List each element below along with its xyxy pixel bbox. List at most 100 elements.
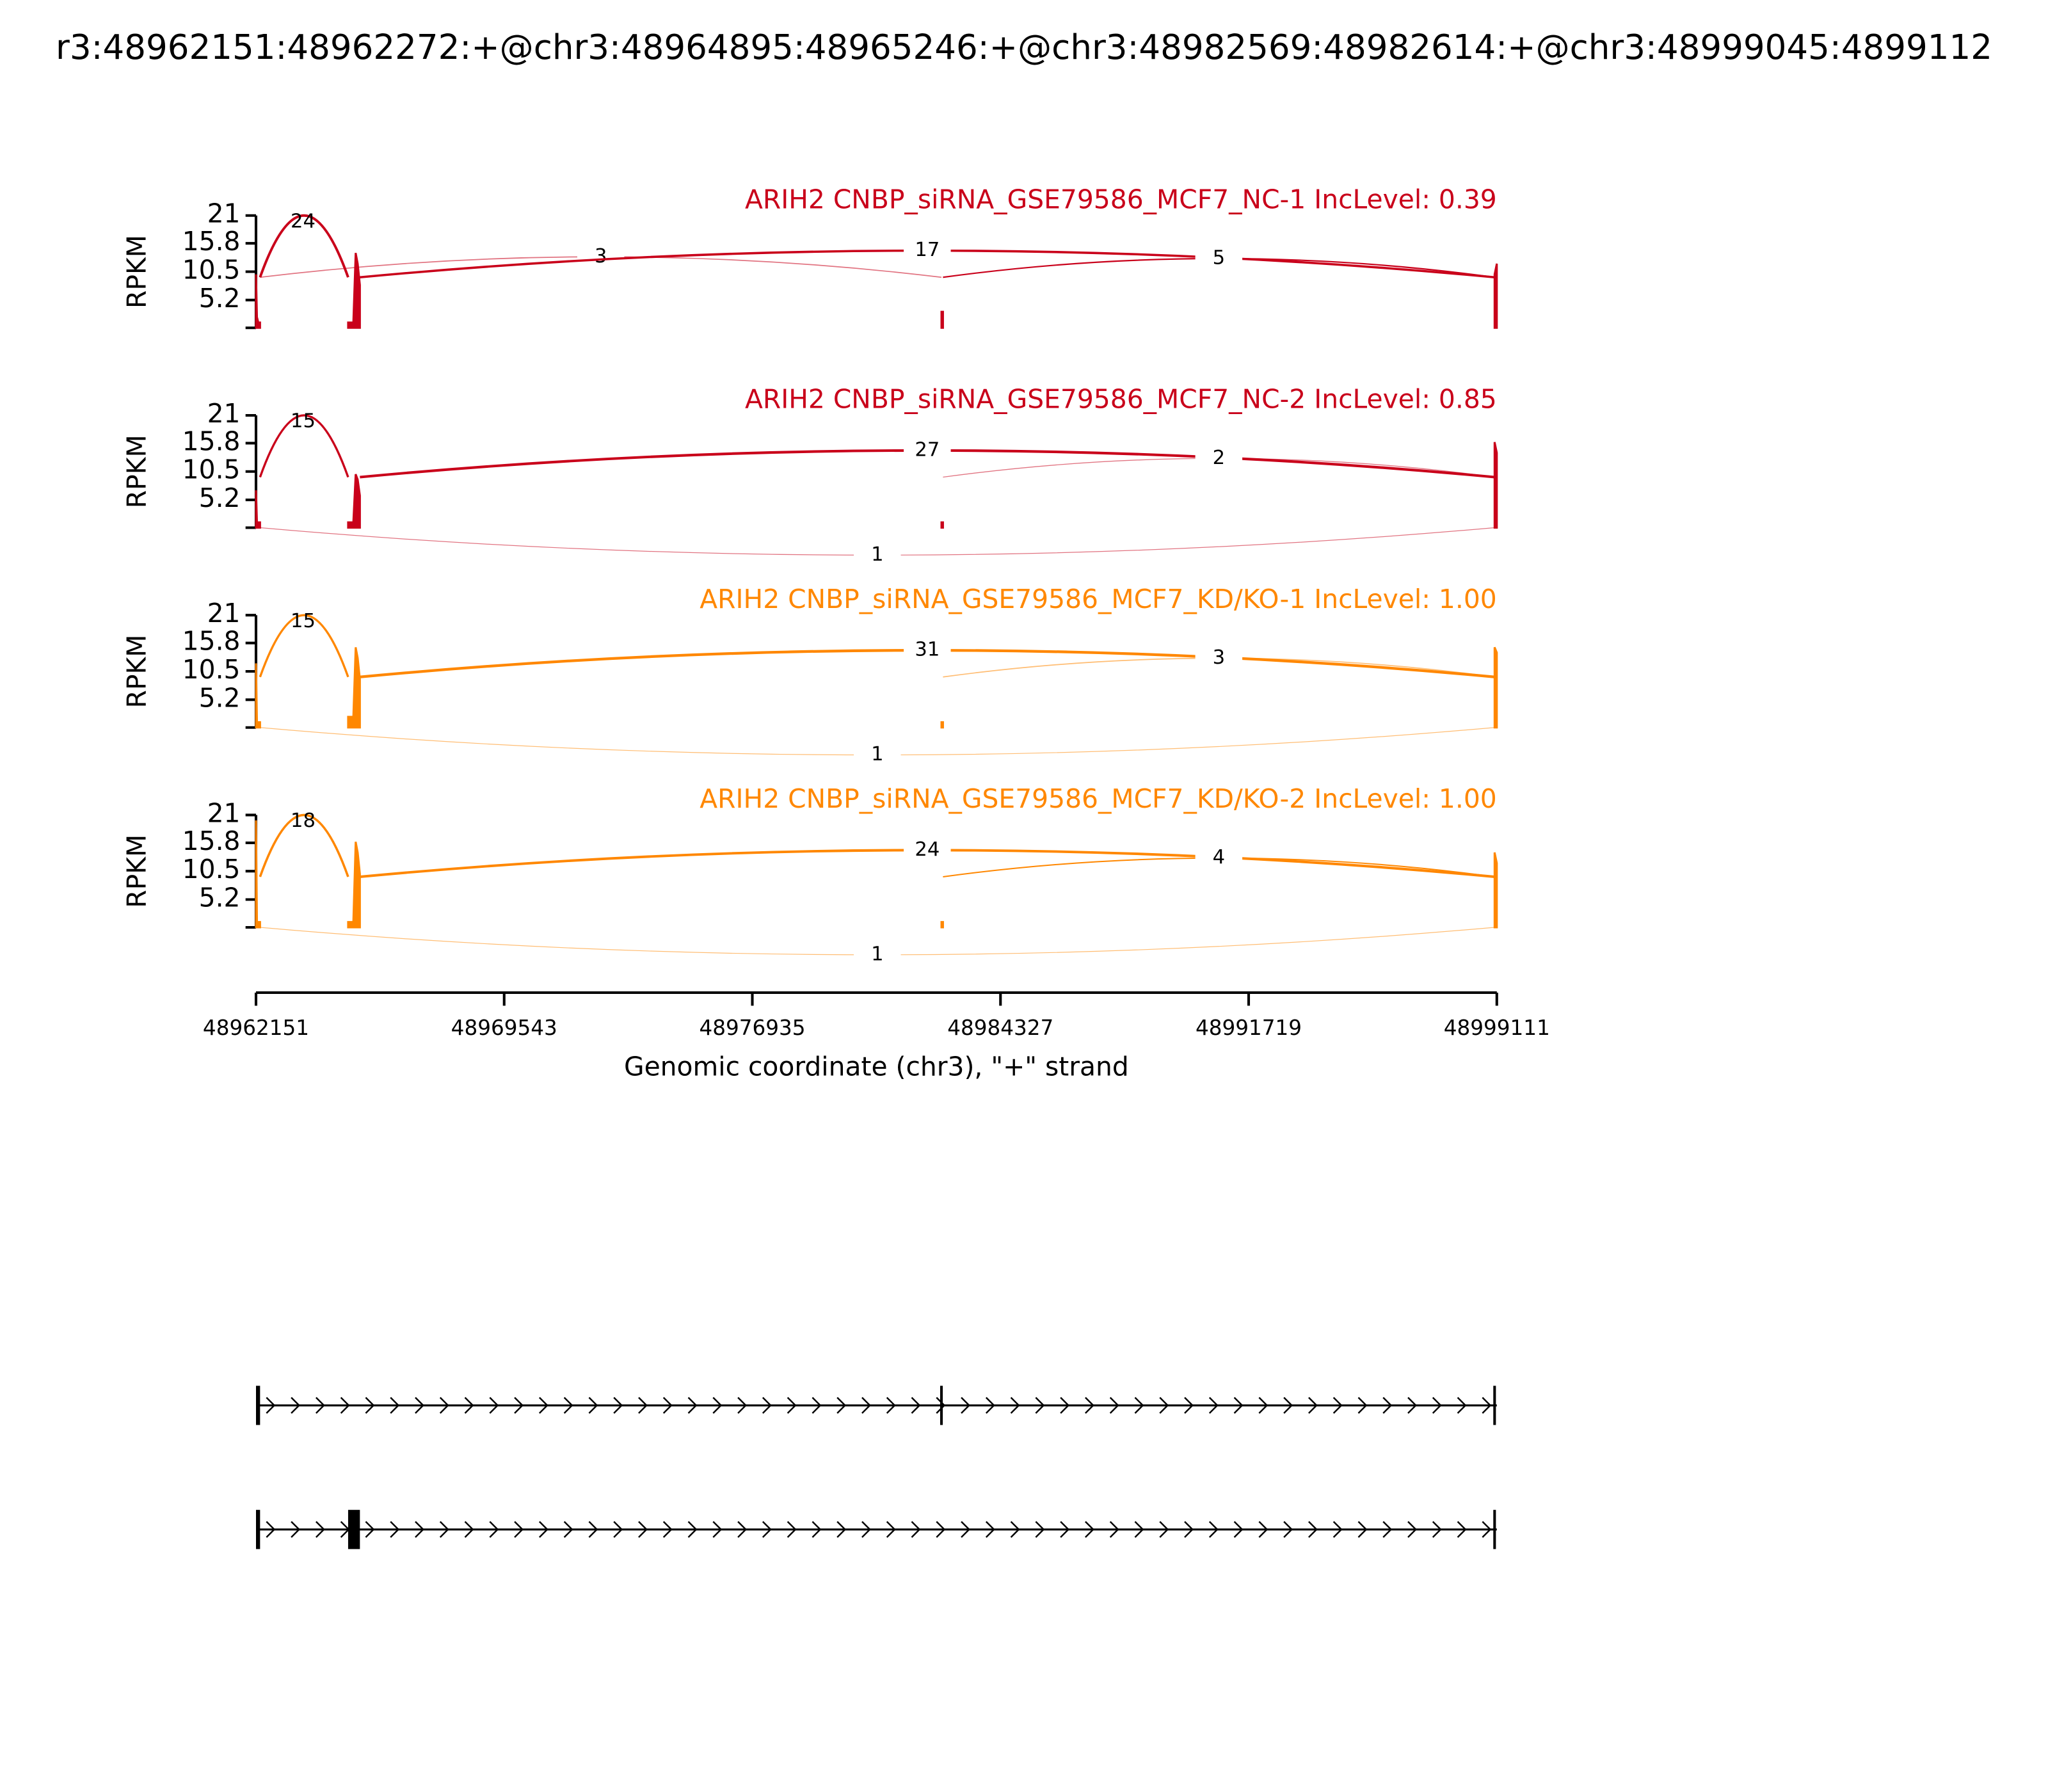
strand-arrow bbox=[836, 1521, 847, 1538]
junction-label: 3 bbox=[1213, 646, 1225, 669]
strand-arrow bbox=[1134, 1396, 1144, 1414]
coverage-area bbox=[255, 646, 1498, 729]
strand-arrow bbox=[1308, 1396, 1318, 1414]
strand-arrow bbox=[439, 1521, 449, 1538]
strand-arrow bbox=[812, 1396, 822, 1414]
strand-arrow bbox=[861, 1396, 871, 1414]
strand-arrow bbox=[1382, 1396, 1393, 1414]
strand-arrow bbox=[911, 1521, 921, 1538]
junction-label: 1 bbox=[871, 543, 883, 566]
junction-label-bg bbox=[854, 541, 901, 568]
strand-arrow bbox=[390, 1521, 400, 1538]
strand-arrow bbox=[291, 1396, 301, 1414]
strand-arrow bbox=[1457, 1521, 1467, 1538]
strand-arrow bbox=[588, 1396, 598, 1414]
y-tick-label: 21 bbox=[207, 198, 241, 229]
exon bbox=[1493, 1386, 1496, 1425]
panel-title: ARIH2 CNBP_siRNA_GSE79586_MCF7_KD/KO-2 I… bbox=[700, 783, 1497, 814]
x-tick-label: 48976935 bbox=[699, 1016, 805, 1040]
junction-label: 1 bbox=[871, 743, 883, 765]
strand-arrow bbox=[787, 1521, 797, 1538]
junction-label: 31 bbox=[915, 639, 940, 661]
junction-label: 2 bbox=[1213, 447, 1225, 469]
exon bbox=[1493, 1510, 1496, 1549]
coverage-area bbox=[255, 820, 1498, 929]
strand-arrow bbox=[1035, 1521, 1045, 1538]
y-tick-label: 21 bbox=[207, 598, 241, 628]
strand-arrow bbox=[762, 1396, 772, 1414]
strand-arrow bbox=[1283, 1396, 1293, 1414]
strand-arrow bbox=[316, 1396, 325, 1414]
exon bbox=[256, 1386, 260, 1425]
junction-label-bg bbox=[1195, 845, 1243, 872]
junction-label-bg bbox=[904, 637, 951, 664]
chart-title: r3:48962151:48962272:+@chr3:48964895:489… bbox=[56, 28, 1992, 67]
y-axis-label: RPKM bbox=[121, 635, 152, 708]
strand-arrow bbox=[538, 1521, 548, 1538]
strand-arrow bbox=[365, 1396, 375, 1414]
strand-arrow bbox=[464, 1396, 474, 1414]
junction-arc bbox=[259, 614, 349, 678]
strand-arrow bbox=[266, 1396, 276, 1414]
strand-arrow bbox=[1085, 1396, 1094, 1414]
x-tick-label: 48969543 bbox=[451, 1016, 557, 1040]
exon bbox=[256, 1510, 260, 1549]
strand-arrow bbox=[911, 1396, 921, 1414]
strand-arrow bbox=[861, 1521, 871, 1538]
y-tick-label: 10.5 bbox=[182, 854, 241, 884]
strand-arrow bbox=[1407, 1521, 1417, 1538]
strand-arrow bbox=[266, 1521, 276, 1538]
strand-arrow bbox=[1233, 1396, 1244, 1414]
strand-arrow bbox=[340, 1396, 350, 1414]
strand-arrow bbox=[638, 1396, 648, 1414]
strand-arrow bbox=[1010, 1521, 1020, 1538]
strand-arrow bbox=[712, 1396, 723, 1414]
y-tick-label: 15.8 bbox=[182, 226, 241, 257]
junction-arc bbox=[259, 813, 349, 877]
junction-label: 24 bbox=[291, 210, 316, 232]
strand-arrow bbox=[1283, 1521, 1293, 1538]
junction-label: 4 bbox=[1213, 846, 1225, 868]
strand-arrow bbox=[762, 1521, 772, 1538]
panel-title: ARIH2 CNBP_siRNA_GSE79586_MCF7_KD/KO-1 I… bbox=[700, 584, 1497, 614]
strand-arrow bbox=[415, 1396, 424, 1414]
strand-arrow bbox=[1457, 1396, 1467, 1414]
strand-arrow bbox=[1308, 1521, 1318, 1538]
strand-arrow bbox=[1432, 1521, 1442, 1538]
y-tick-label: 10.5 bbox=[182, 454, 241, 485]
strand-arrow bbox=[737, 1396, 748, 1414]
junction-label: 24 bbox=[915, 838, 940, 861]
strand-arrow bbox=[1357, 1396, 1368, 1414]
y-tick-label: 5.2 bbox=[199, 682, 241, 713]
y-tick-label: 5.2 bbox=[199, 483, 241, 513]
y-tick-label: 10.5 bbox=[182, 654, 241, 685]
x-axis-label: Genomic coordinate (chr3), "+" strand bbox=[624, 1051, 1129, 1082]
strand-arrow bbox=[662, 1521, 673, 1538]
strand-arrow bbox=[961, 1396, 971, 1414]
y-tick-label: 10.5 bbox=[182, 254, 241, 285]
strand-arrow bbox=[1258, 1521, 1268, 1538]
y-tick-label: 21 bbox=[207, 398, 241, 429]
strand-arrow bbox=[787, 1396, 797, 1414]
y-tick-label: 5.2 bbox=[199, 883, 241, 913]
junction-label-bg bbox=[577, 243, 625, 270]
junction-label-bg bbox=[904, 836, 951, 863]
strand-arrow bbox=[538, 1396, 548, 1414]
strand-arrow bbox=[886, 1521, 896, 1538]
junction-label-bg bbox=[904, 437, 951, 464]
exon bbox=[940, 1386, 943, 1425]
y-tick-label: 15.8 bbox=[182, 826, 241, 856]
strand-arrow bbox=[1159, 1396, 1169, 1414]
strand-arrow bbox=[985, 1396, 995, 1414]
y-tick-label: 15.8 bbox=[182, 426, 241, 456]
y-axis-label: RPKM bbox=[121, 435, 152, 508]
strand-arrow bbox=[291, 1521, 301, 1538]
strand-arrow bbox=[1258, 1396, 1268, 1414]
y-axis-label: RPKM bbox=[121, 835, 152, 908]
strand-arrow bbox=[1208, 1396, 1219, 1414]
strand-arrow bbox=[390, 1396, 400, 1414]
strand-arrow bbox=[1134, 1521, 1144, 1538]
strand-arrow bbox=[687, 1396, 698, 1414]
junction-label: 3 bbox=[595, 245, 607, 268]
